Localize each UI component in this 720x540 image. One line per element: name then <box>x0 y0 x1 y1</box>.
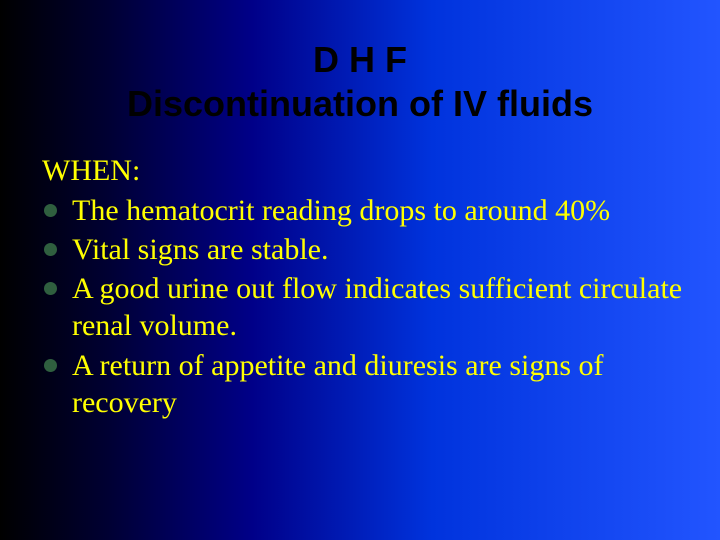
bullet-list: The hematocrit reading drops to around 4… <box>42 192 690 421</box>
bullet-text: The hematocrit reading drops to around 4… <box>72 194 610 227</box>
bullet-text: A good urine out flow indicates sufficie… <box>72 272 682 342</box>
bullet-icon <box>44 204 57 217</box>
slide: D H F Discontinuation of IV fluids WHEN:… <box>0 0 720 540</box>
bullet-icon <box>44 359 57 372</box>
slide-title: D H F Discontinuation of IV fluids <box>0 0 720 144</box>
title-line-2: Discontinuation of IV fluids <box>0 82 720 126</box>
bullet-icon <box>44 282 57 295</box>
list-item: A good urine out flow indicates sufficie… <box>42 270 690 344</box>
list-item: Vital signs are stable. <box>42 231 690 268</box>
title-line-1: D H F <box>0 38 720 82</box>
list-item: The hematocrit reading drops to around 4… <box>42 192 690 229</box>
bullet-text: A return of appetite and diuresis are si… <box>72 349 604 419</box>
bullet-text: Vital signs are stable. <box>72 233 328 266</box>
slide-content: WHEN: The hematocrit reading drops to ar… <box>0 144 720 421</box>
list-item: A return of appetite and diuresis are si… <box>42 347 690 421</box>
bullet-icon <box>44 243 57 256</box>
when-label: WHEN: <box>42 154 690 188</box>
